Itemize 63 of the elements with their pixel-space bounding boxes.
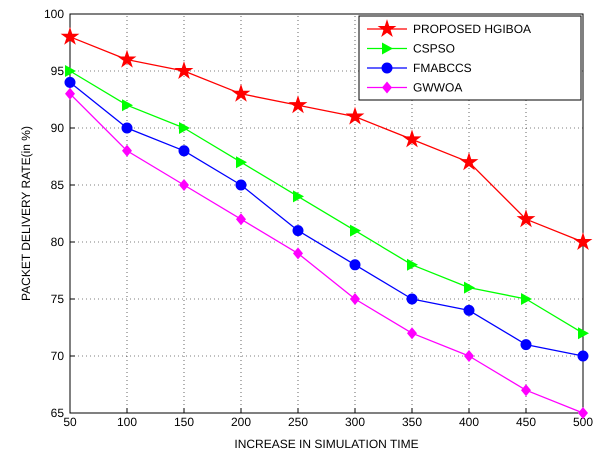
y-tick-label: 65 [50,406,64,420]
point [179,122,190,134]
x-tick-label: 400 [458,415,480,429]
x-tick-label: 250 [288,415,308,429]
x-tick-label: 450 [516,415,536,429]
point [236,156,247,168]
point [288,95,308,114]
point [350,293,360,305]
point [232,84,250,102]
point [174,61,194,80]
point [60,26,80,45]
point [293,247,303,260]
point [350,259,360,270]
y-tick-label: 90 [50,121,64,135]
point [346,106,364,125]
legend-label: FMABCCS [413,61,472,75]
point [122,122,132,134]
point [407,327,417,340]
point [65,88,75,100]
legend-label: GWWOA [413,80,462,94]
point [350,224,361,237]
point [292,225,304,236]
x-axis-title: INCREASE IN SIMULATION TIME [234,437,419,451]
point [578,327,589,340]
x-tick-label: 50 [63,415,77,429]
y-axis-title: PACKET DELIVERY RATE(in %) [19,126,33,301]
point [578,350,588,362]
x-tick-label: 100 [116,415,138,429]
point [122,99,133,112]
x-tick-label: 500 [572,415,594,429]
legend-label: CSPSO [413,42,456,56]
point [236,180,246,190]
point [464,282,475,294]
point [521,384,531,396]
point [406,294,418,304]
y-tick-label: 85 [50,178,64,192]
y-tick-label: 70 [50,349,64,363]
x-tick-label: 200 [230,415,252,429]
legend-label: PROPOSED HGIBOA [413,22,532,36]
y-tick-label: 80 [50,235,64,249]
point [293,190,304,202]
point [464,304,474,316]
point [122,144,132,157]
point [236,213,246,226]
y-tick-label: 95 [50,64,64,78]
point [574,232,592,250]
point [464,350,474,362]
x-tick-label: 350 [402,415,422,429]
y-tick-label: 75 [50,292,64,306]
x-tick-label: 300 [344,415,366,429]
point [520,339,532,350]
point [178,145,190,156]
y-tick-label: 100 [44,7,64,21]
x-tick-label: 150 [174,415,194,429]
point [179,179,189,191]
point [407,258,418,271]
point [516,209,536,228]
point [118,50,136,68]
point [402,130,422,148]
point [65,65,76,77]
point [521,293,532,305]
point [460,152,478,170]
point [64,76,76,88]
